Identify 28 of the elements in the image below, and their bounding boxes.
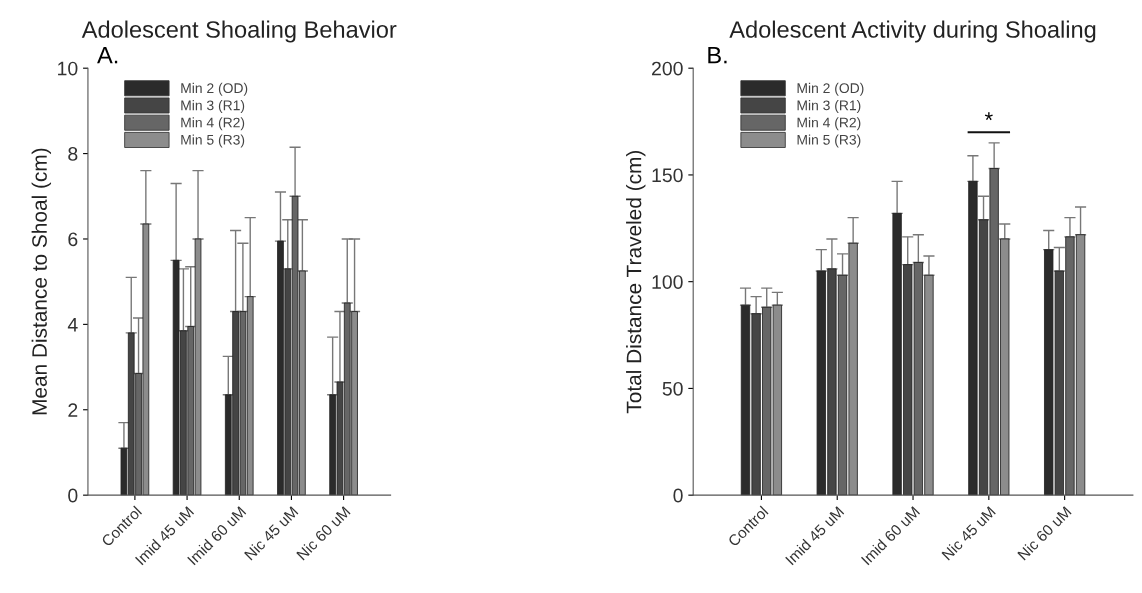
legend-label: Min 2 (OD) bbox=[181, 82, 248, 96]
x-tick-label: Nic 45 uM bbox=[941, 505, 996, 561]
annotation: * bbox=[984, 112, 993, 121]
chart-title: Adolescent Shoaling Behavior bbox=[81, 20, 397, 43]
y-tick-label: 6 bbox=[68, 232, 78, 247]
chart-title: Adolescent Activity during Shoaling bbox=[729, 20, 1096, 43]
x-tick-label: Nic 60 uM bbox=[1016, 505, 1072, 561]
y-tick-label: 50 bbox=[662, 381, 683, 396]
y-tick-label: 100 bbox=[652, 275, 683, 289]
y-tick-label: 0 bbox=[68, 488, 78, 503]
y-tick-label: 200 bbox=[652, 61, 683, 76]
legend-label: Min 3 (R1) bbox=[181, 100, 245, 114]
y-axis-title: Total Distance Traveled (cm) bbox=[626, 150, 646, 414]
y-tick-label: 10 bbox=[58, 61, 78, 76]
legend-label: Min 5 (R3) bbox=[797, 134, 861, 148]
legend-label: Min 3 (R1) bbox=[797, 100, 861, 114]
y-tick-label: 8 bbox=[68, 147, 78, 161]
legend-label: Min 4 (R2) bbox=[181, 117, 245, 131]
y-tick-label: 4 bbox=[67, 318, 78, 332]
y-tick-label: 150 bbox=[652, 168, 683, 183]
legend-label: Min 5 (R3) bbox=[181, 134, 245, 148]
y-axis-title: Mean Distance to Shoal (cm) bbox=[31, 148, 52, 415]
y-tick-label: 2 bbox=[68, 403, 78, 417]
legend-label: Min 2 (OD) bbox=[797, 82, 864, 96]
y-tick-label: 0 bbox=[673, 488, 683, 503]
text: A. bbox=[97, 47, 118, 64]
legend-label: Min 4 (R2) bbox=[797, 117, 861, 131]
text: B. bbox=[708, 47, 727, 64]
